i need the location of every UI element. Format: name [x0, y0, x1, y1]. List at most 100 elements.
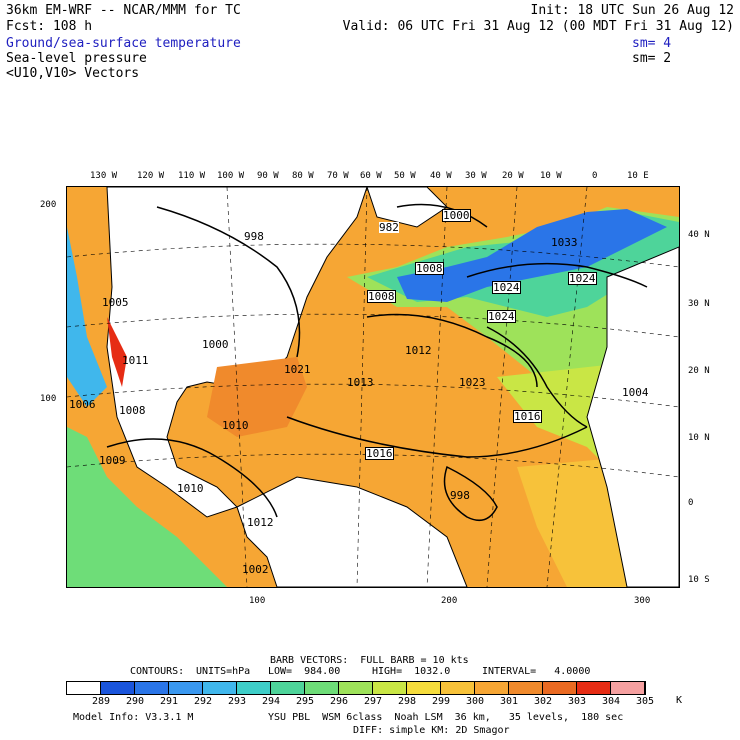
- pressure-label: 1010: [177, 482, 204, 495]
- colorbar-swatch: [577, 682, 611, 694]
- field-sm-slp: sm= 2: [632, 51, 672, 66]
- lon-tick: 100 W: [217, 171, 245, 181]
- colorbar-swatch: [543, 682, 577, 694]
- colorbar-swatch: [67, 682, 101, 694]
- lat-tick: 30 N: [688, 299, 710, 309]
- colorbar-swatch: [271, 682, 305, 694]
- lon-tick: 60 W: [360, 171, 382, 181]
- pressure-label: 1016: [365, 447, 394, 460]
- greenland-land: [366, 187, 448, 228]
- pressure-label: 1006: [69, 398, 96, 411]
- grid-x-label: 200: [441, 596, 458, 606]
- field-label-sst: Ground/sea-surface temperature: [6, 36, 241, 51]
- grid-y-label: 100: [40, 394, 57, 404]
- contours-high: HIGH= 1032.0: [372, 666, 451, 677]
- pressure-label: 1023: [459, 376, 486, 389]
- colorbar-swatch: [339, 682, 373, 694]
- pressure-label: 1008: [119, 404, 146, 417]
- pressure-label: 1008: [367, 290, 396, 303]
- colorbar-swatch: [203, 682, 237, 694]
- pressure-label: 1024: [492, 281, 521, 294]
- barb-legend: BARB VECTORS: FULL BARB = 10 kts: [270, 655, 469, 666]
- map-canvas: [67, 187, 679, 587]
- colorbar-tick: 300: [466, 696, 485, 707]
- pressure-label: 1002: [242, 563, 269, 576]
- colorbar-tick: 305: [636, 696, 655, 707]
- colorbar-swatch: [475, 682, 509, 694]
- gulf-of-mexico: [207, 357, 307, 437]
- pressure-label: 1012: [247, 516, 274, 529]
- pressure-label: 1005: [102, 296, 129, 309]
- colorbar-tick: 294: [262, 696, 281, 707]
- pressure-label: 1012: [405, 344, 432, 357]
- colorbar-swatch: [237, 682, 271, 694]
- colorbar-tick: 295: [296, 696, 315, 707]
- model-config: YSU PBL WSM 6class Noah LSM 36 km, 35 le…: [268, 712, 624, 723]
- field-label-slp: Sea-level pressure: [6, 51, 147, 66]
- lon-tick: 10 W: [540, 171, 562, 181]
- pressure-label: 1024: [487, 310, 516, 323]
- graticule: [67, 187, 679, 587]
- field-sm-sst: sm= 4: [632, 36, 672, 51]
- colorbar-tick: 298: [398, 696, 417, 707]
- colorbar-tick: 301: [500, 696, 519, 707]
- colorbar-tick: 290: [126, 696, 145, 707]
- colorbar-swatch: [373, 682, 407, 694]
- pressure-label: 1000: [442, 209, 471, 222]
- field-label-vectors: <U10,V10> Vectors: [6, 66, 140, 81]
- valid-time: Valid: 06 UTC Fri 31 Aug 12 (00 MDT Fri …: [342, 19, 734, 34]
- sst-pacific-south: [67, 427, 227, 587]
- pressure-label: 1013: [347, 376, 374, 389]
- pressure-label: 1004: [622, 386, 649, 399]
- colorbar-tick: 293: [228, 696, 247, 707]
- colorbar-swatch: [441, 682, 475, 694]
- lon-tick: 30 W: [465, 171, 487, 181]
- pressure-label: 1033: [551, 236, 578, 249]
- colorbar-tick: 299: [432, 696, 451, 707]
- colorbar-swatch: [135, 682, 169, 694]
- grid-x-label: 300: [634, 596, 651, 606]
- pressure-label: 1009: [99, 454, 126, 467]
- contours-interval: INTERVAL= 4.0000: [482, 666, 591, 677]
- lat-tick: 40 N: [688, 230, 710, 240]
- lon-tick: 0: [592, 171, 598, 181]
- lon-tick: 130 W: [90, 171, 118, 181]
- south-america-land: [236, 476, 468, 587]
- lon-tick: 20 W: [502, 171, 524, 181]
- colorbar-swatch: [169, 682, 203, 694]
- lon-tick: 80 W: [292, 171, 314, 181]
- colorbar-tick: 297: [364, 696, 383, 707]
- north-america-land: [106, 187, 368, 518]
- pressure-label: 1000: [202, 338, 229, 351]
- pressure-label: 1016: [513, 410, 542, 423]
- lat-tick: 0: [688, 498, 694, 508]
- header-title: 36km EM-WRF -- NCAR/MMM for TC: [6, 3, 241, 18]
- pressure-label: 1021: [284, 363, 311, 376]
- colorbar-tick: 302: [534, 696, 553, 707]
- colorbar-swatch: [509, 682, 543, 694]
- lon-tick: 120 W: [137, 171, 165, 181]
- pressure-label: 1024: [568, 272, 597, 285]
- lat-tick: 10 N: [688, 433, 710, 443]
- pressure-label: 1010: [222, 419, 249, 432]
- colorbar-swatch: [305, 682, 339, 694]
- grid-y-label: 200: [40, 200, 57, 210]
- lon-tick: 110 W: [178, 171, 206, 181]
- europe-africa-land: [586, 246, 679, 587]
- lat-tick: 20 N: [688, 366, 710, 376]
- lon-tick: 50 W: [394, 171, 416, 181]
- lon-tick: 70 W: [327, 171, 349, 181]
- lon-tick: 10 E: [627, 171, 649, 181]
- baja-warm-strip: [107, 317, 127, 387]
- init-time: Init: 18 UTC Sun 26 Aug 12: [530, 3, 735, 18]
- colorbar-swatch: [611, 682, 645, 694]
- colorbar-swatch: [101, 682, 135, 694]
- contours-units: UNITS=hPa: [196, 666, 251, 677]
- lon-tick: 40 W: [430, 171, 452, 181]
- pressure-label: 1008: [415, 262, 444, 275]
- sst-colorbar: [66, 681, 646, 695]
- isobars: [106, 203, 648, 522]
- weather-map: 998 982 1000 1008 1033 1024 1024 1024 10…: [66, 186, 680, 588]
- colorbar-tick: 304: [602, 696, 621, 707]
- colorbar-tick: 303: [568, 696, 587, 707]
